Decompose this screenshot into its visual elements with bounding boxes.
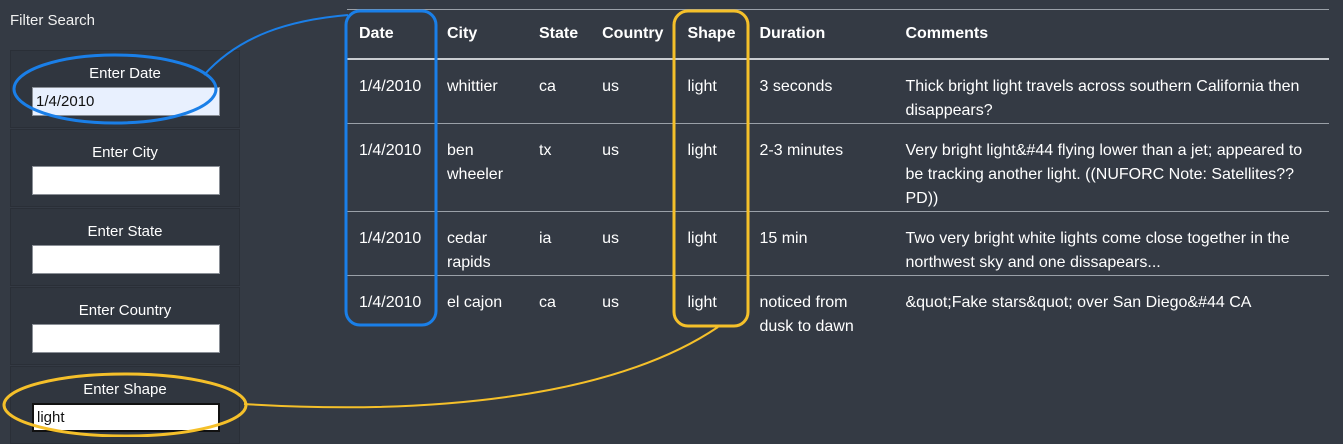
filter-country-group: Enter Country	[10, 287, 240, 365]
cell-city: ben wheeler	[435, 123, 527, 212]
cell-country: us	[602, 294, 620, 311]
header-duration: Duration	[747, 9, 894, 60]
cell-country: us	[590, 211, 676, 276]
filter-city-group: Enter City	[10, 129, 240, 207]
cell-date: 1/4/2010	[347, 123, 435, 212]
cell-shape: light	[687, 294, 717, 311]
cell-city: cedar rapids	[435, 211, 527, 276]
header-city: City	[435, 9, 527, 60]
cell-date: 1/4/2010	[347, 211, 435, 276]
shape-input[interactable]	[32, 403, 220, 432]
state-input[interactable]	[32, 245, 220, 274]
table-row: 1/4/2010 el cajon ca us light noticed fr…	[347, 276, 1329, 340]
filter-city-label: Enter City	[92, 144, 158, 161]
country-input[interactable]	[32, 324, 220, 353]
cell-state: ca	[539, 294, 556, 311]
header-comments: Comments	[893, 9, 1329, 60]
table-row: 1/4/2010 cedar rapids ia us light 15 min…	[347, 211, 1329, 276]
header-state: State	[527, 9, 591, 60]
ufo-table: Date City State Country Shape Duration C…	[347, 9, 1329, 339]
cell-duration: 3 seconds	[747, 59, 894, 124]
shape-connector-line	[243, 326, 719, 409]
city-input[interactable]	[32, 166, 220, 195]
cell-state: tx	[527, 123, 591, 212]
filter-country-label: Enter Country	[78, 302, 172, 319]
filter-shape-label: Enter Shape	[83, 381, 167, 398]
cell-state: ca	[527, 59, 591, 124]
cell-duration: 2-3 minutes	[747, 123, 894, 212]
cell-date: 1/4/2010	[347, 59, 435, 124]
cell-city: el cajon	[447, 294, 503, 311]
cell-shape: light	[675, 59, 748, 124]
header-shape: Shape	[675, 9, 748, 60]
date-input[interactable]	[32, 87, 220, 116]
filter-date-label: Enter Date	[89, 65, 161, 82]
table-header-row: Date City State Country Shape Duration C…	[347, 9, 1329, 60]
header-country: Country	[590, 9, 676, 60]
cell-comments: Two very bright white lights come close …	[893, 211, 1329, 276]
cell-duration: 15 min	[747, 211, 894, 276]
filter-search-title: Filter Search	[10, 12, 96, 29]
table-row: 1/4/2010 whittier ca us light 3 seconds …	[347, 59, 1329, 124]
cell-country: us	[590, 59, 676, 124]
cell-duration: noticed from dusk to dawn	[759, 294, 854, 335]
filter-date-group: Enter Date	[10, 50, 240, 128]
filter-shape-group: Enter Shape	[10, 366, 240, 444]
filter-panel: Enter Date Enter City Enter State Enter …	[10, 50, 240, 444]
cell-shape: light	[675, 211, 748, 276]
cell-date: 1/4/2010	[359, 294, 422, 311]
cell-shape: light	[675, 123, 748, 212]
table-row: 1/4/2010 ben wheeler tx us light 2-3 min…	[347, 123, 1329, 212]
cell-comments: Very bright light&#44 flying lower than …	[893, 123, 1329, 212]
cell-state: ia	[527, 211, 591, 276]
cell-comments: Thick bright light travels across southe…	[893, 59, 1329, 124]
cell-country: us	[590, 123, 676, 212]
header-date: Date	[347, 9, 435, 60]
cell-comments: &quot;Fake stars&quot; over San Diego&#4…	[905, 294, 1252, 311]
cell-city: whittier	[435, 59, 527, 124]
filter-state-group: Enter State	[10, 208, 240, 286]
filter-state-label: Enter State	[87, 223, 163, 240]
